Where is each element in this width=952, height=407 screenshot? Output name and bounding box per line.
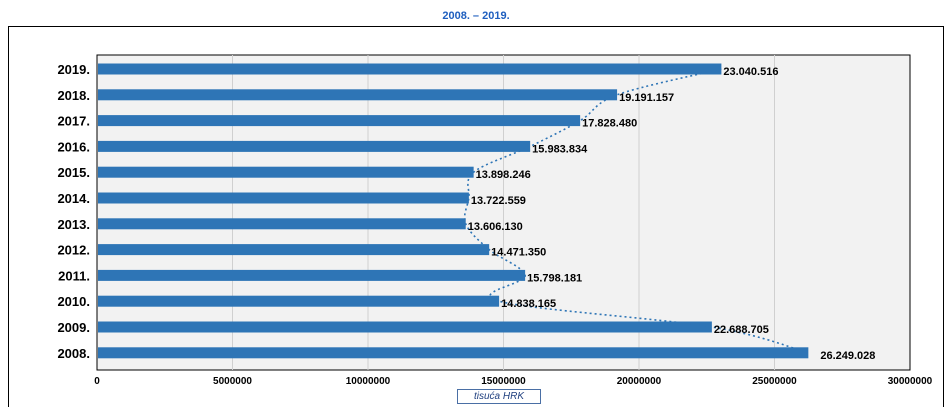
value-label: 19.191.157 <box>619 92 674 104</box>
category-label: 2012. <box>57 243 90 258</box>
bar <box>98 347 809 359</box>
value-label: 13.722.559 <box>471 195 526 207</box>
value-label: 14.838.165 <box>501 298 556 310</box>
value-label: 26.249.028 <box>820 350 875 362</box>
bar <box>98 140 531 152</box>
x-tick-label: 30000000 <box>888 376 933 387</box>
category-label: 2013. <box>57 217 90 232</box>
trend-curve <box>463 68 809 354</box>
value-label: 23.040.516 <box>723 66 778 78</box>
bar <box>98 63 722 75</box>
x-tick-label: 25000000 <box>752 376 797 387</box>
bar <box>98 321 712 333</box>
grid-lines <box>232 55 775 370</box>
chart-title: 2008. – 2019. <box>442 10 510 22</box>
bar <box>98 269 526 281</box>
category-label: 2009. <box>57 320 90 335</box>
value-label: 14.471.350 <box>491 247 546 259</box>
x-tick-label: 5000000 <box>213 376 252 387</box>
x-tick-label: 20000000 <box>617 376 662 387</box>
bar <box>98 244 490 256</box>
category-label: 2018. <box>57 88 90 103</box>
category-label: 2015. <box>57 165 90 180</box>
bar <box>98 218 466 230</box>
category-label: 2010. <box>57 294 90 309</box>
bar <box>98 295 500 307</box>
category-label: 2019. <box>57 62 90 77</box>
x-axis-title: tisuća HRK <box>457 389 541 404</box>
bar <box>98 89 618 101</box>
category-label: 2016. <box>57 139 90 154</box>
x-tick-labels: 0 5000000 10000000 15000000 20000000 25000000… <box>94 376 932 387</box>
x-tick-label: 10000000 <box>346 376 391 387</box>
category-label: 2017. <box>57 114 90 129</box>
value-label: 17.828.480 <box>582 118 637 130</box>
category-label: 2008. <box>57 346 90 361</box>
value-label: 22.688.705 <box>714 324 769 336</box>
bar <box>98 192 469 204</box>
bars <box>98 63 809 359</box>
category-label: 2011. <box>58 268 90 283</box>
value-label: 13.606.130 <box>468 221 523 233</box>
x-tick-label: 15000000 <box>481 376 526 387</box>
category-labels: 2019. 2018. 2017. 2016. 2015. 2014. 2013. 2012.… <box>57 62 90 361</box>
x-tick-label: 0 <box>94 376 100 387</box>
bar <box>98 166 474 178</box>
value-labels: 23.040.516 19.191.157 17.828.480 15.983.834… <box>468 66 876 362</box>
category-label: 2014. <box>57 191 90 206</box>
value-label: 15.983.834 <box>532 143 588 155</box>
value-label: 15.798.181 <box>527 272 582 284</box>
trend-line <box>463 68 809 354</box>
bar <box>98 115 581 127</box>
value-label: 13.898.246 <box>476 169 531 181</box>
